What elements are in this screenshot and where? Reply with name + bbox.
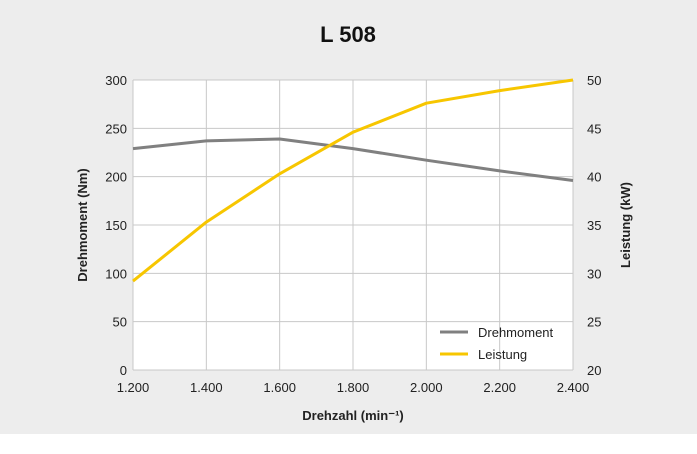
y-right-tick-label: 45	[587, 121, 601, 136]
y-right-tick-label: 50	[587, 73, 601, 88]
y-left-tick-label: 300	[105, 73, 127, 88]
y-left-tick-label: 250	[105, 121, 127, 136]
x-tick-label: 2.200	[483, 380, 516, 395]
grid	[132, 79, 574, 371]
y-right-tick-label: 40	[587, 170, 601, 185]
y-right-axis-title: Leistung (kW)	[618, 182, 633, 268]
y-left-tick-labels: 0 50 100 150 200 250 300	[105, 73, 127, 378]
y-right-tick-labels: 20 25 30 35 40 45 50	[587, 73, 601, 378]
y-right-tick-label: 20	[587, 363, 601, 378]
legend-label-drehmoment: Drehmoment	[478, 325, 554, 340]
y-left-tick-label: 150	[105, 218, 127, 233]
series-lines	[132, 78, 574, 283]
y-left-tick-label: 200	[105, 170, 127, 185]
chart-panel: L 508 1.200 1.400 1.600 1.800 2.000 2.200 2.40…	[0, 0, 697, 434]
x-tick-label: 1.600	[263, 380, 296, 395]
y-left-axis-title: Drehmoment (Nm)	[75, 168, 90, 281]
x-tick-labels: 1.200 1.400 1.600 1.800 2.000 2.200 2.400	[117, 380, 590, 395]
x-tick-label: 2.400	[557, 380, 590, 395]
y-right-tick-label: 30	[587, 266, 601, 281]
series-line-drehmoment	[132, 137, 574, 182]
chart-title: L 508	[320, 22, 376, 47]
y-left-tick-label: 0	[120, 363, 127, 378]
y-left-tick-label: 50	[113, 315, 127, 330]
legend-label-leistung: Leistung	[478, 347, 527, 362]
y-left-tick-label: 100	[105, 266, 127, 281]
legend: Drehmoment Leistung	[440, 325, 554, 362]
series-line-leistung	[132, 78, 574, 283]
x-axis-title: Drehzahl (min⁻¹)	[302, 408, 403, 423]
x-tick-label: 1.200	[117, 380, 150, 395]
x-tick-label: 2.000	[410, 380, 443, 395]
y-right-tick-label: 25	[587, 315, 601, 330]
y-right-tick-label: 35	[587, 218, 601, 233]
x-tick-label: 1.400	[190, 380, 223, 395]
chart: L 508 1.200 1.400 1.600 1.800 2.000 2.200 2.40…	[75, 22, 633, 423]
x-tick-label: 1.800	[337, 380, 370, 395]
